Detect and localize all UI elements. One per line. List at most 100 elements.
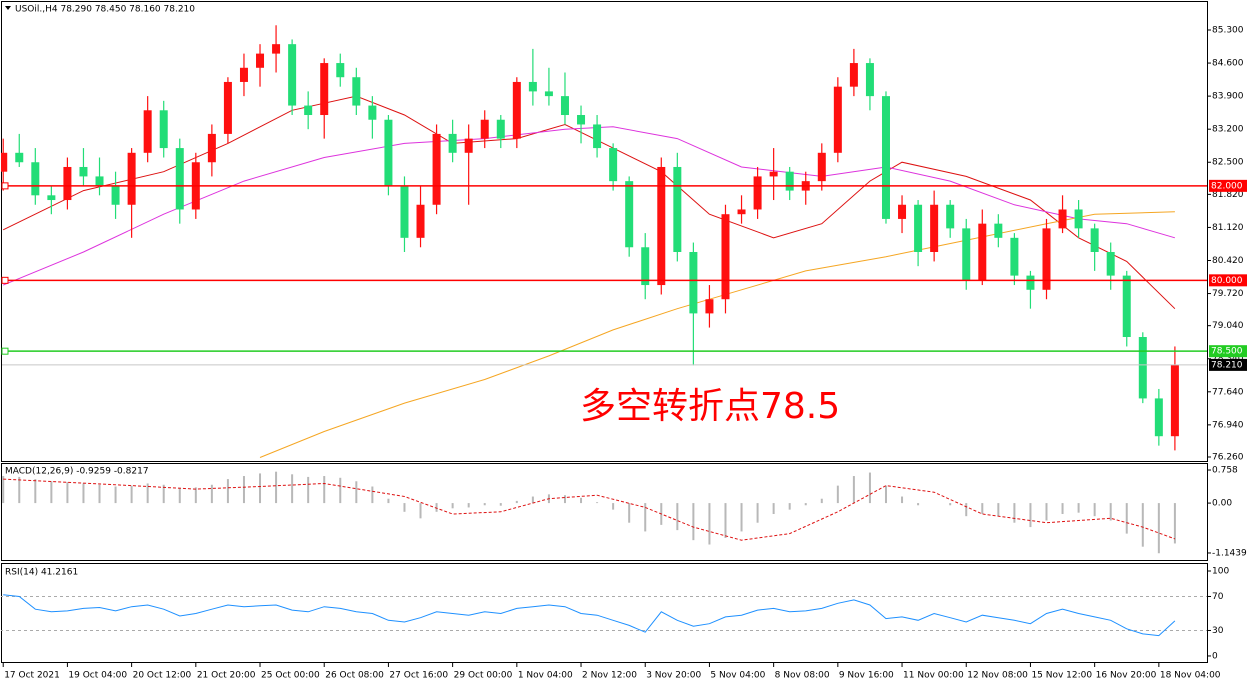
macd-bar <box>242 476 245 504</box>
candle-body <box>946 204 955 229</box>
candle-body <box>512 81 521 139</box>
y-tick-label: 81.820 <box>1212 190 1244 200</box>
x-tick-label: 26 Oct 08:00 <box>325 671 384 681</box>
candle-body <box>368 105 377 120</box>
candle-body <box>143 110 152 153</box>
candle-body <box>63 166 72 201</box>
macd-bar <box>836 485 839 504</box>
macd-bar <box>98 484 101 504</box>
macd-bar <box>884 485 887 504</box>
macd-bar <box>692 503 695 541</box>
x-tick-label: 25 Oct 00:00 <box>261 671 320 681</box>
macd-bar <box>483 503 486 506</box>
main-panel <box>1 1 1208 462</box>
candle-body <box>994 223 1003 238</box>
macd-bar <box>130 485 133 504</box>
menu-arrow <box>5 6 11 10</box>
candle-body <box>480 119 489 139</box>
candle-body <box>496 119 505 139</box>
macd-bar <box>387 498 390 504</box>
candle-body <box>15 152 24 163</box>
candle-body <box>47 195 56 201</box>
y-tick-label: 77.640 <box>1212 387 1244 397</box>
macd-bar <box>515 500 518 504</box>
macd-bar <box>596 502 599 504</box>
candle-body <box>448 133 457 153</box>
candle-body <box>881 96 890 219</box>
macd-bar <box>740 503 743 532</box>
macd-bar <box>628 503 631 523</box>
x-tick-label: 9 Nov 16:00 <box>839 671 894 681</box>
macd-bar <box>1173 503 1176 544</box>
macd-bar <box>194 487 197 504</box>
macd-bar <box>531 496 534 504</box>
macd-bar <box>291 474 294 504</box>
candle-body <box>560 96 569 116</box>
y-tick-label: 82.500 <box>1212 158 1244 168</box>
macd-bar <box>146 483 149 504</box>
x-tick-label: 17 Oct 2021 <box>4 671 60 681</box>
y-tick-label: 100 <box>1212 566 1229 576</box>
macd-bar <box>178 487 181 504</box>
level-marker <box>1 347 9 355</box>
x-tick-label: 27 Oct 16:00 <box>389 671 448 681</box>
x-tick-label: 3 Nov 20:00 <box>646 671 701 681</box>
candle-body <box>207 133 216 163</box>
macd-bar <box>114 486 117 504</box>
macd-bar <box>917 503 920 506</box>
plot-area <box>1 25 1179 458</box>
level-marker <box>1 182 9 190</box>
candle-body <box>914 204 923 252</box>
macd-signal <box>3 478 1176 541</box>
macd-bar <box>1061 503 1064 514</box>
macd-bar <box>82 483 85 504</box>
level-label-box <box>1209 358 1247 371</box>
moving-average <box>3 126 1176 286</box>
rsi-line <box>3 594 1176 637</box>
y-tick-label: 0 <box>1212 651 1218 661</box>
candle-body <box>593 124 602 149</box>
macd-bar <box>50 481 53 504</box>
candle-body <box>464 138 473 153</box>
macd-bar <box>772 503 775 514</box>
candle-body <box>127 152 136 205</box>
macd-bar <box>788 503 791 510</box>
x-tick-label: 12 Nov 08:00 <box>967 671 1028 681</box>
candle-body <box>175 148 184 210</box>
candle-body <box>544 91 553 97</box>
rsi-title: RSI(14) 41.2161 <box>5 568 78 578</box>
macd-bar <box>676 503 679 531</box>
x-tick-label: 16 Nov 20:00 <box>1096 671 1157 681</box>
plot-area <box>1 594 1207 637</box>
candle-body <box>1010 237 1019 276</box>
macd-bar <box>467 503 470 508</box>
candle-body <box>1154 398 1163 437</box>
candle-body <box>304 105 313 116</box>
candle-body <box>865 63 874 97</box>
candle-body <box>1 152 8 172</box>
candle-body <box>705 299 714 314</box>
candle-body <box>978 223 987 281</box>
candle-body <box>416 204 425 238</box>
macd-bar <box>18 476 21 504</box>
y-tick-label: 70 <box>1212 592 1224 602</box>
macd-bar <box>1109 503 1112 521</box>
candle-body <box>288 44 297 106</box>
level-label-box <box>1209 345 1247 358</box>
level-label: 78.500 <box>1211 347 1243 357</box>
macd-bar <box>820 498 823 504</box>
macd-bar <box>868 472 871 504</box>
macd-bar <box>419 503 422 519</box>
macd-bar <box>1125 503 1128 534</box>
macd-bar <box>756 503 759 523</box>
macd-bar <box>259 473 262 504</box>
candle-body <box>641 247 650 286</box>
x-tick-label: 18 Nov 04:00 <box>1160 671 1221 681</box>
candle-body <box>625 181 634 248</box>
macd-bar <box>1013 503 1016 523</box>
candle-body <box>721 214 730 300</box>
candle-body <box>95 176 104 186</box>
candle-body <box>1042 228 1051 290</box>
